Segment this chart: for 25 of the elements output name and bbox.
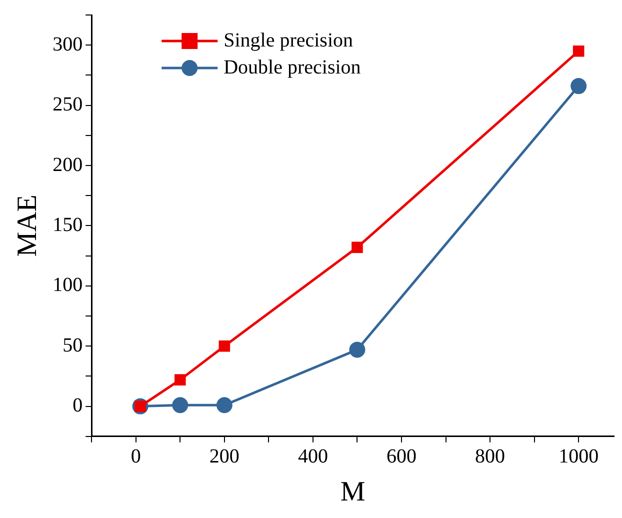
y-tick-label: 250 bbox=[52, 94, 83, 116]
x-tick-label: 0 bbox=[130, 446, 141, 468]
y-tick-label: 50 bbox=[62, 334, 83, 356]
x-tick-label: 600 bbox=[386, 446, 416, 468]
point bbox=[218, 340, 230, 352]
x-tick-label: 800 bbox=[475, 446, 506, 468]
x-tick-label: 200 bbox=[209, 446, 240, 468]
x-tick-label: 1000 bbox=[558, 446, 599, 468]
y-tick-label: 0 bbox=[72, 394, 83, 417]
point bbox=[172, 397, 188, 414]
y-tick-label: 150 bbox=[52, 214, 83, 236]
point bbox=[570, 78, 587, 94]
y-axis-title: MAE bbox=[12, 194, 44, 257]
x-axis-title: M bbox=[340, 476, 366, 508]
y-tick-label: 100 bbox=[52, 274, 83, 296]
x-tick-label: 400 bbox=[298, 446, 328, 468]
legend-label: Single precision bbox=[224, 29, 354, 52]
y-tick-label: 300 bbox=[52, 33, 83, 56]
y-tick-label: 200 bbox=[52, 154, 83, 176]
point bbox=[174, 374, 186, 386]
point bbox=[216, 397, 232, 414]
point bbox=[572, 45, 584, 57]
point bbox=[349, 342, 366, 358]
legend-label: Double precision bbox=[224, 56, 361, 78]
point bbox=[352, 242, 363, 254]
